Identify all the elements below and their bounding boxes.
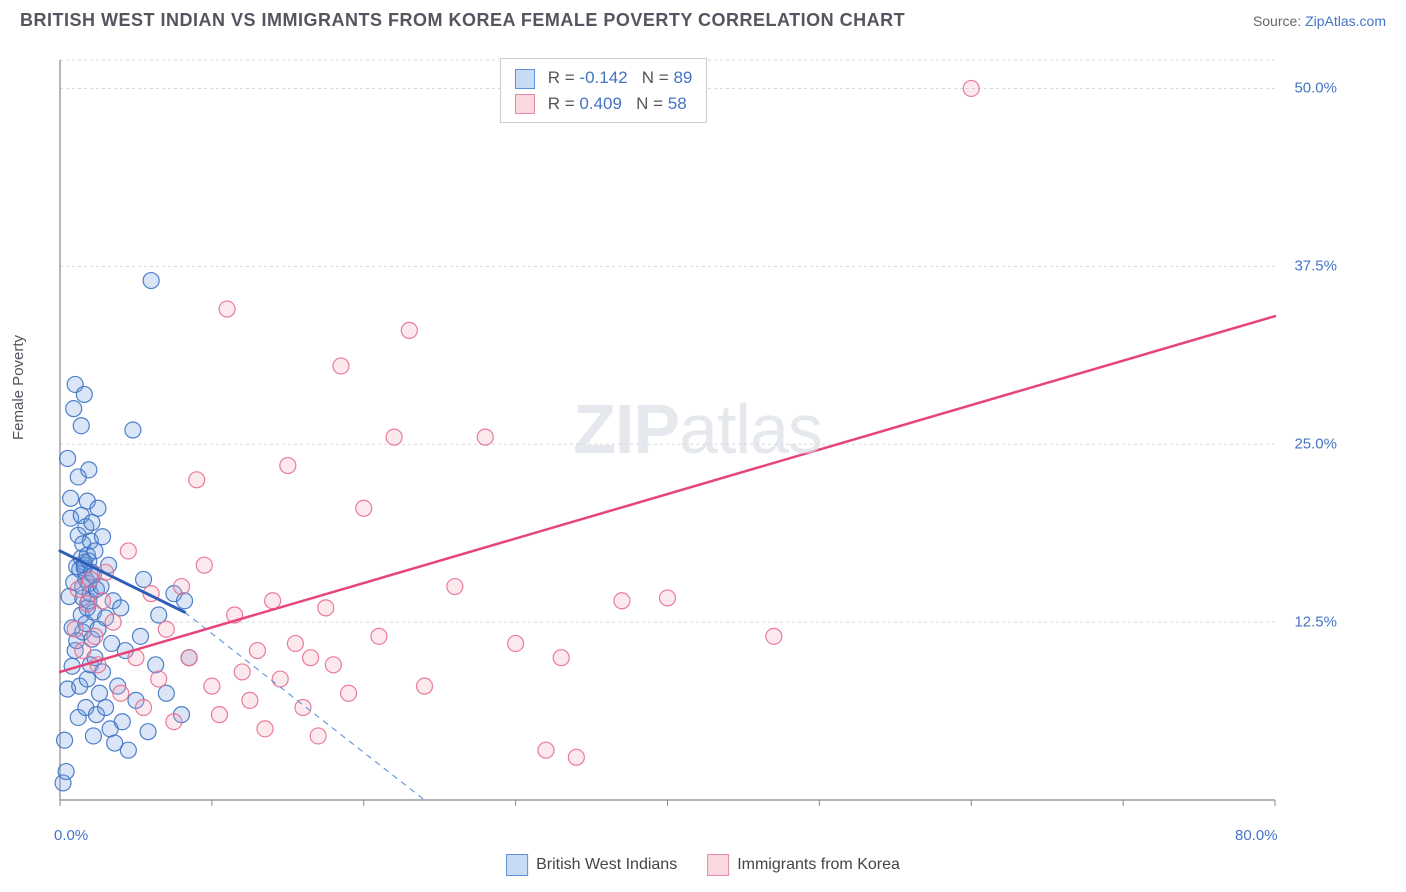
legend-swatch (506, 854, 528, 876)
source-prefix: Source: (1253, 13, 1305, 29)
legend-label: Immigrants from Korea (737, 856, 900, 873)
legend-swatch (707, 854, 729, 876)
y-tick-label: 50.0% (1294, 80, 1337, 97)
stat-n-value: 89 (673, 68, 692, 87)
y-tick-label: 37.5% (1294, 258, 1337, 275)
y-tick-label: 12.5% (1294, 614, 1337, 631)
legend-swatch (515, 94, 535, 114)
stat-r-label: R = (548, 94, 575, 113)
legend-label: British West Indians (536, 856, 677, 873)
stat-r-value: -0.142 (579, 68, 627, 87)
legend-item: British West Indians (506, 854, 677, 876)
source-attribution: Source: ZipAtlas.com (1253, 13, 1386, 29)
chart-title: BRITISH WEST INDIAN VS IMMIGRANTS FROM K… (20, 10, 905, 31)
bottom-legend: British West Indians Immigrants from Kore… (506, 854, 900, 876)
stat-r-value: 0.409 (579, 94, 622, 113)
x-tick-label: 80.0% (1235, 827, 1278, 844)
source-link[interactable]: ZipAtlas.com (1305, 13, 1386, 29)
y-tick-label: 25.0% (1294, 436, 1337, 453)
legend-item: Immigrants from Korea (707, 854, 900, 876)
stat-n-label: N = (636, 94, 663, 113)
stat-r-label: R = (548, 68, 575, 87)
stat-n-label: N = (642, 68, 669, 87)
legend-swatch (515, 69, 535, 89)
stats-row: R = -0.142 N = 89 (515, 65, 692, 91)
x-tick-label: 0.0% (54, 827, 88, 844)
stats-row: R = 0.409 N = 58 (515, 91, 692, 117)
y-axis-label: Female Poverty (10, 335, 27, 440)
chart-area: ZIPatlas R = -0.142 N = 89 R = 0.409 N =… (50, 50, 1345, 840)
stat-n-value: 58 (668, 94, 687, 113)
correlation-stats-box: R = -0.142 N = 89 R = 0.409 N = 58 (500, 58, 707, 123)
scatter-chart-svg (50, 50, 1345, 840)
